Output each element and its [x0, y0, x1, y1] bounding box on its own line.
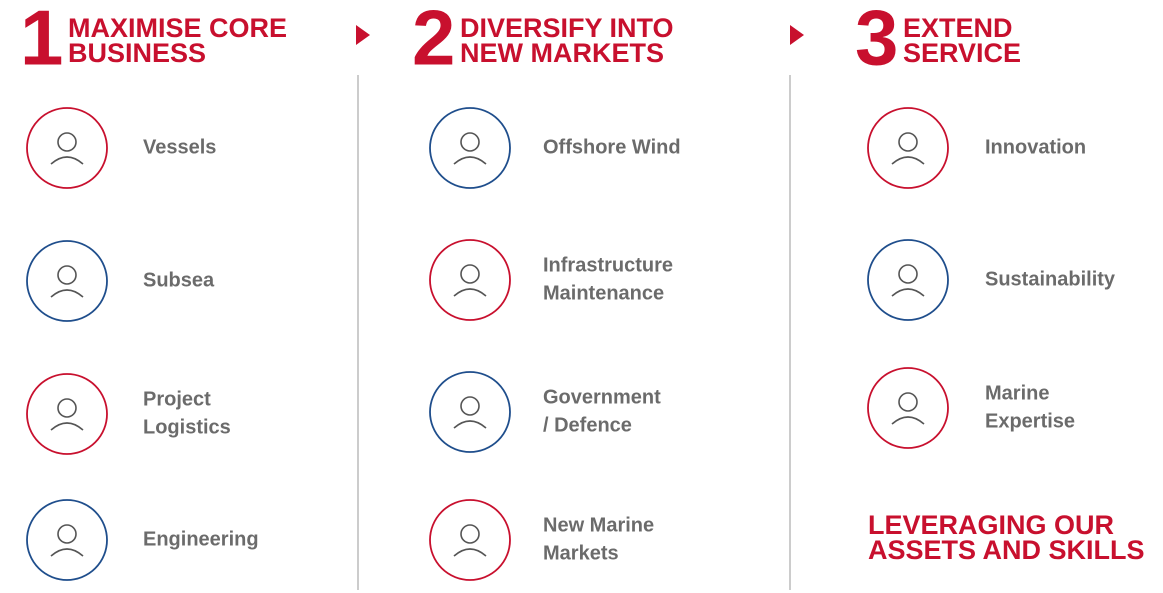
step-number: 3: [855, 0, 898, 82]
icon-shape: [57, 265, 77, 285]
icon-ring: [867, 239, 949, 321]
icon: [453, 524, 487, 557]
icon-shape: [57, 398, 77, 418]
icon: [453, 264, 487, 297]
item-label: Maintenance: [543, 282, 664, 304]
item-label: / Defence: [543, 414, 632, 436]
item-label: New Marine: [543, 514, 654, 536]
icon-shape: [57, 132, 77, 152]
icon-shape: [891, 416, 925, 425]
icon: [50, 398, 84, 431]
icon-ring: [867, 367, 949, 449]
item-label: Offshore Wind: [543, 136, 681, 158]
item-label: Marine: [985, 382, 1049, 404]
icon-shape: [460, 264, 480, 284]
icon-ring: [26, 240, 108, 322]
icon-shape: [453, 156, 487, 165]
icon-shape: [460, 132, 480, 152]
icon: [891, 132, 925, 165]
arrow: [356, 25, 370, 45]
icon: [453, 396, 487, 429]
icon-shape: [453, 288, 487, 297]
icon: [891, 392, 925, 425]
item-label: Project: [143, 388, 211, 410]
item-label: Engineering: [143, 528, 259, 550]
icon-shape: [898, 392, 918, 412]
item-label: Government: [543, 386, 661, 408]
icon-shape: [57, 524, 77, 544]
icon-shape: [891, 288, 925, 297]
item-label: Innovation: [985, 136, 1086, 158]
step-number: 1: [20, 0, 63, 82]
icon-shape: [891, 156, 925, 165]
icon-shape: [50, 289, 84, 298]
icon-ring: [26, 373, 108, 455]
item-label: Infrastructure: [543, 254, 673, 276]
icon-shape: [453, 548, 487, 557]
step-title: BUSINESS: [68, 38, 206, 68]
icon-shape: [453, 420, 487, 429]
icon: [50, 524, 84, 557]
icon-shape: [460, 396, 480, 416]
icon: [50, 265, 84, 298]
item-label: Subsea: [143, 269, 215, 291]
step-number: 2: [412, 0, 455, 82]
step-title: NEW MARKETS: [460, 38, 664, 68]
icon-shape: [898, 264, 918, 284]
item-label: Vessels: [143, 136, 216, 158]
icon-shape: [898, 132, 918, 152]
icon: [453, 132, 487, 165]
icon-ring: [26, 107, 108, 189]
item-label: Expertise: [985, 410, 1075, 432]
icon-ring: [429, 499, 511, 581]
step-title: EXTEND: [903, 13, 1013, 43]
step-title: DIVERSIFY INTO: [460, 13, 674, 43]
icon-shape: [460, 524, 480, 544]
icon: [50, 132, 84, 165]
footer-text: LEVERAGING OUR: [868, 510, 1114, 540]
icon-shape: [50, 548, 84, 557]
icon-ring: [429, 107, 511, 189]
step-title: MAXIMISE CORE: [68, 13, 287, 43]
item-label: Markets: [543, 542, 619, 564]
icon-shape: [50, 156, 84, 165]
icon-ring: [429, 239, 511, 321]
icon: [891, 264, 925, 297]
footer-text: ASSETS AND SKILLS: [868, 535, 1145, 565]
icon-ring: [429, 371, 511, 453]
arrow: [790, 25, 804, 45]
step-title: SERVICE: [903, 38, 1021, 68]
item-label: Sustainability: [985, 268, 1116, 290]
icon-ring: [867, 107, 949, 189]
icon-ring: [26, 499, 108, 581]
icon-shape: [50, 422, 84, 431]
item-label: Logistics: [143, 416, 231, 438]
